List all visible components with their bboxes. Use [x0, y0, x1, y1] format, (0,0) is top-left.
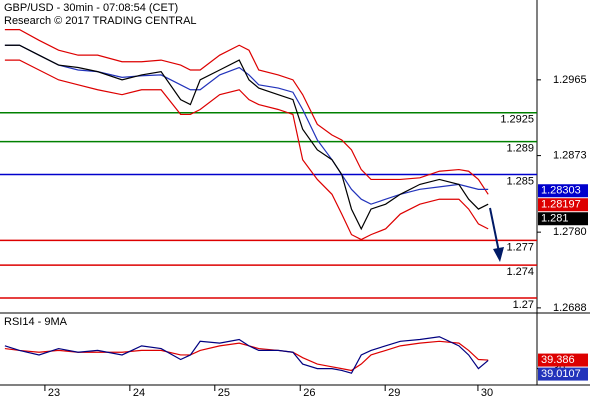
- x-tick-label: 24: [133, 387, 145, 399]
- level-label: 1.27: [513, 299, 534, 311]
- x-tick-label: 30: [481, 387, 493, 399]
- forecast-arrowhead: [493, 247, 504, 262]
- price-tag-label: 1.281: [541, 213, 569, 225]
- price-tag-label: 39.0107: [541, 368, 581, 380]
- chart-title: GBP/USD - 30min - 07:08:54 (CET): [4, 2, 178, 14]
- forecast-arrow: [489, 207, 500, 253]
- level-label: 1.274: [506, 266, 534, 278]
- level-label: 1.289: [506, 142, 534, 154]
- price-tag: [538, 353, 588, 367]
- chart-subtitle: Research © 2017 TRADING CENTRAL: [4, 15, 197, 27]
- series-line: [4, 336, 489, 374]
- price-tag: [538, 184, 588, 198]
- x-tick-label: 26: [303, 387, 315, 399]
- plot-layer: 1.2965 1.2873 1.2780 1.2688 1.2925 1.289 1.285…: [0, 29, 588, 399]
- y-tick-label: 1.2688: [553, 302, 587, 314]
- price-tag-label: 1.28197: [541, 199, 581, 211]
- y-tick-label: 1.2965: [553, 74, 587, 86]
- y-tick-label: 1.2873: [553, 149, 587, 161]
- price-tag-label: 39.386: [541, 354, 575, 366]
- price-tag: [538, 367, 588, 381]
- rsi-title: RSI14 - 9MA: [4, 316, 68, 328]
- level-label: 1.277: [506, 241, 534, 253]
- series-line: [4, 59, 489, 241]
- x-tick-label: 25: [218, 387, 230, 399]
- y-tick-label: 1.2780: [553, 226, 587, 238]
- x-tick-label: 29: [388, 387, 400, 399]
- x-tick-label: 23: [48, 387, 60, 399]
- series-line: [4, 29, 489, 195]
- level-label: 1.285: [506, 175, 534, 187]
- series-line: [4, 44, 489, 205]
- price-tag: [538, 212, 588, 226]
- level-label: 1.2925: [500, 114, 534, 126]
- series-line: [4, 44, 489, 231]
- price-tag: [538, 198, 588, 212]
- price-tag-label: 1.28303: [541, 185, 581, 197]
